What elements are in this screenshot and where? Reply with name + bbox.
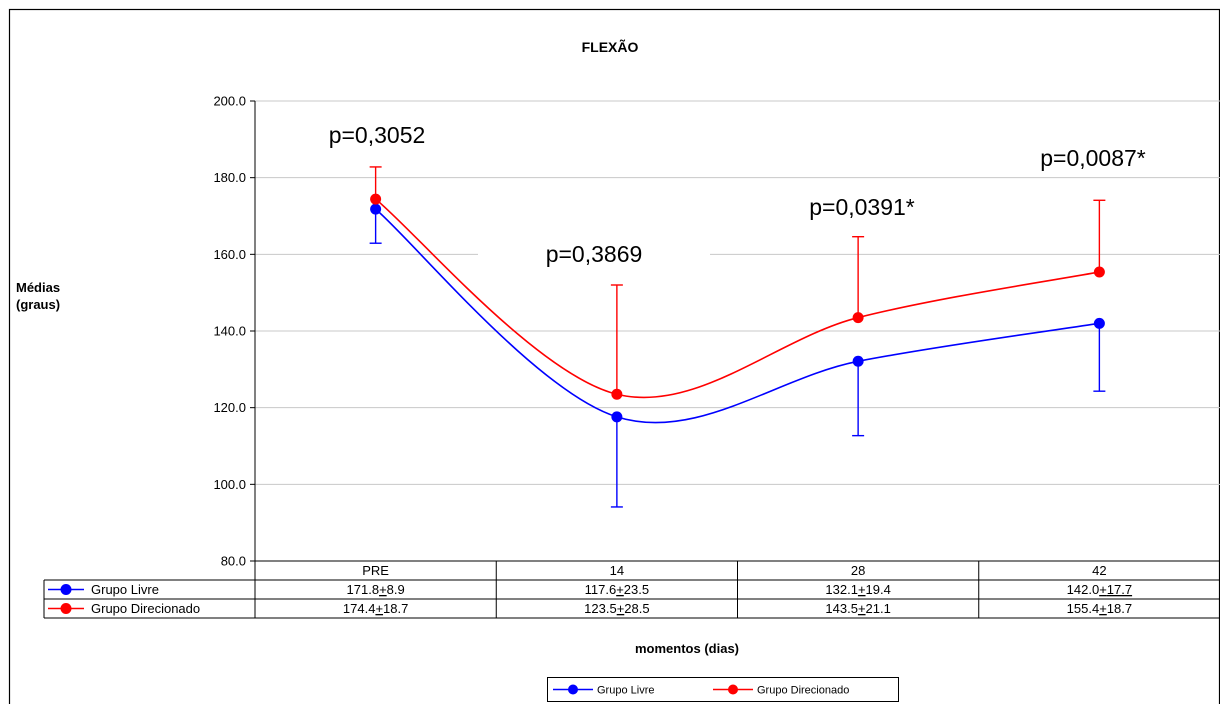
legend: Grupo Livre Grupo Direcionado xyxy=(548,678,899,702)
y-tick-label-3: 140.0 xyxy=(213,324,246,339)
table-cell-sd-0-3: 17.7 xyxy=(1107,582,1132,597)
table-cell-mean-0-3: 142.0 xyxy=(1067,582,1100,597)
table-cell-0-2: 132.1+19.4 xyxy=(825,582,890,597)
table-cell-sd-1-1: 28.5 xyxy=(624,601,649,616)
chart-border xyxy=(10,10,1220,705)
legend-marker-0 xyxy=(568,685,578,695)
table-series-name-0: Grupo Livre xyxy=(91,582,159,597)
annotation-0: p=0,3052 xyxy=(329,122,426,148)
category-label-0: PRE xyxy=(362,563,389,578)
table-cell-plusminus-1-3: + xyxy=(1099,601,1107,616)
y-tick-label-5: 180.0 xyxy=(213,170,246,185)
table-cell-mean-0-0: 171.8 xyxy=(347,582,380,597)
point-0-1 xyxy=(611,411,622,422)
table-cell-sd-0-0: 8.9 xyxy=(387,582,405,597)
y-tick-label-1: 100.0 xyxy=(213,477,246,492)
legend-label-1: Grupo Direcionado xyxy=(757,685,849,697)
point-1-1 xyxy=(611,389,622,400)
table-cell-plusminus-0-1: + xyxy=(616,582,624,597)
y-tick-label-0: 80.0 xyxy=(221,554,246,569)
table-cell-plusminus-1-1: + xyxy=(617,601,625,616)
table-cell-0-0: 171.8+8.9 xyxy=(347,582,405,597)
table-cell-1-1: 123.5+28.5 xyxy=(584,601,649,616)
table-cell-sd-1-0: 18.7 xyxy=(383,601,408,616)
table-cell-sd-0-2: 19.4 xyxy=(866,582,891,597)
annotation-1: p=0,3869 xyxy=(546,241,643,267)
annotation-2: p=0,0391* xyxy=(809,194,915,220)
category-label-3: 42 xyxy=(1092,563,1106,578)
table-cell-mean-1-2: 143.5 xyxy=(825,601,858,616)
table-cell-plusminus-0-0: + xyxy=(379,582,387,597)
table-cell-mean-0-1: 117.6 xyxy=(585,582,617,597)
table-cell-mean-1-3: 155.4 xyxy=(1067,601,1100,616)
table-cell-plusminus-0-2: + xyxy=(858,582,866,597)
x-axis-label: momentos (dias) xyxy=(635,641,739,656)
table-cell-1-2: 143.5+21.1 xyxy=(825,601,890,616)
table-series-name-1: Grupo Direcionado xyxy=(91,601,200,616)
y-tick-label-2: 120.0 xyxy=(213,400,246,415)
category-label-1: 14 xyxy=(610,563,624,578)
y-tick-label-4: 160.0 xyxy=(213,247,246,262)
point-0-0 xyxy=(370,204,381,215)
point-1-2 xyxy=(853,312,864,323)
table-cell-mean-0-2: 132.1 xyxy=(825,582,858,597)
table-key-marker-0 xyxy=(61,584,72,595)
table-cell-0-3: 142.0+17.7 xyxy=(1067,582,1132,597)
point-0-3 xyxy=(1094,318,1105,329)
y-tick-label-6: 200.0 xyxy=(213,94,246,109)
table-key-marker-1 xyxy=(61,603,72,614)
point-1-3 xyxy=(1094,266,1105,277)
point-0-2 xyxy=(853,356,864,367)
table-cell-1-0: 174.4+18.7 xyxy=(343,601,408,616)
category-label-2: 28 xyxy=(851,563,865,578)
chart-title: FLEXÃO xyxy=(582,38,639,55)
legend-marker-1 xyxy=(728,685,738,695)
table-cell-sd-1-3: 18.7 xyxy=(1107,601,1132,616)
table-cell-mean-1-0: 174.4 xyxy=(343,601,376,616)
y-axis-label-line2: (graus) xyxy=(16,297,60,312)
y-axis-label-line1: Médias xyxy=(16,280,60,295)
table-cell-plusminus-1-0: + xyxy=(375,601,383,616)
table-cell-sd-0-1: 23.5 xyxy=(624,582,649,597)
annotation-3: p=0,0087* xyxy=(1040,145,1146,171)
table-cell-mean-1-1: 123.5 xyxy=(584,601,617,616)
table-cell-sd-1-2: 21.1 xyxy=(866,601,891,616)
point-1-0 xyxy=(370,194,381,205)
table-cell-1-3: 155.4+18.7 xyxy=(1067,601,1132,616)
table-cell-plusminus-1-2: + xyxy=(858,601,866,616)
legend-label-0: Grupo Livre xyxy=(597,685,654,697)
table-cell-0-1: 117.6+23.5 xyxy=(585,582,649,597)
table-cell-plusminus-0-3: + xyxy=(1099,582,1107,597)
